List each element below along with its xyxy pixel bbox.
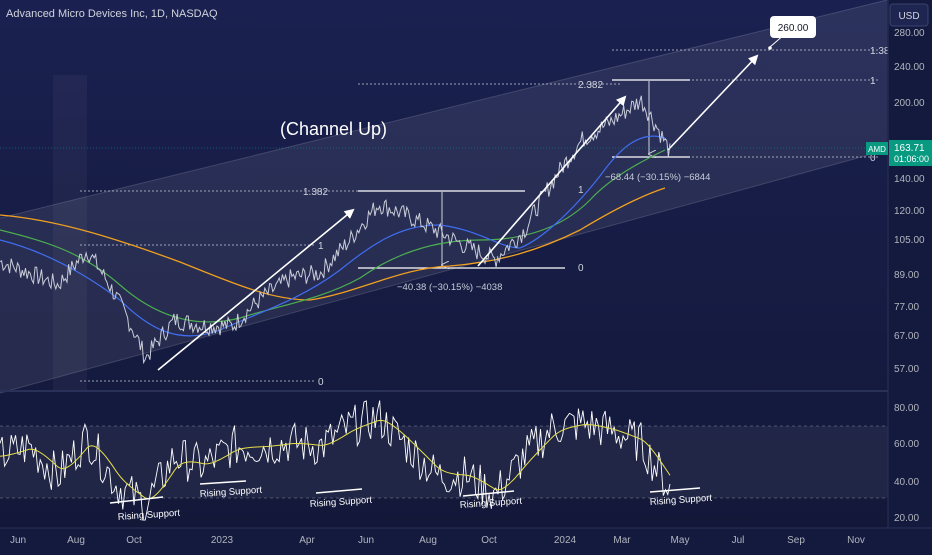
- rising-support-label: Rising Support: [309, 495, 372, 510]
- price-tick-label: 105.00: [894, 235, 925, 246]
- currency-button[interactable]: [889, 3, 929, 27]
- time-tick-label: Sep: [787, 535, 805, 546]
- time-tick-label: Jun: [358, 535, 374, 546]
- fib-left-1382: 1.382: [303, 187, 328, 198]
- fib-mid-1: 1: [578, 185, 584, 196]
- time-tick-label: Jun: [10, 535, 26, 546]
- measure-label-1: −40.38 (−30.15%) −4038: [397, 282, 502, 293]
- rsi-tick-label: 40.00: [894, 477, 919, 488]
- price-tick-label: 67.00: [894, 331, 919, 342]
- time-tick-label: Nov: [847, 535, 865, 546]
- price-tick-label: 240.00: [894, 62, 925, 73]
- currency-label: USD: [898, 11, 919, 22]
- symbol-badge: [866, 142, 888, 155]
- time-tick-label: Jul: [732, 535, 745, 546]
- time-tick-label: 2023: [211, 535, 234, 546]
- symbol-label: AMD: [868, 145, 886, 154]
- channel-label: (Channel Up): [280, 119, 387, 139]
- price-tick-label: 140.00: [894, 174, 925, 185]
- rising-support-label: Rising Support: [459, 496, 522, 511]
- price-axis-bg: [888, 0, 932, 550]
- ma-blue-line: [0, 135, 666, 337]
- channel-upper-line: [0, 0, 888, 219]
- fib-mid-0: 0: [578, 263, 584, 274]
- price-tick-label: 77.00: [894, 302, 919, 313]
- rsi-tick-label: 60.00: [894, 439, 919, 450]
- rising-support-label: Rising Support: [117, 508, 180, 523]
- rising-support-label: Rising Support: [199, 485, 262, 500]
- target-callout-box: [770, 16, 816, 38]
- price-tick-label: 280.00: [894, 28, 925, 39]
- shaded-region: [53, 75, 87, 390]
- rsi-tick-label: 80.00: [894, 403, 919, 414]
- rising-support-lines: [109, 480, 701, 504]
- time-axis[interactable]: Jun Aug Oct 2023 Apr Jun Aug Oct 2024 Mar May Jul Se…: [10, 535, 865, 546]
- ma-orange-line: [0, 187, 666, 301]
- fib-right-0: 0: [870, 153, 876, 164]
- channel-up-band: [0, 0, 887, 393]
- price-series-line: [0, 95, 671, 365]
- time-tick-label: May: [671, 535, 690, 546]
- fib-left-1: 1: [318, 241, 324, 252]
- last-price-badge: [889, 140, 932, 166]
- price-tick-label: 57.00: [894, 364, 919, 375]
- price-tick-label: 120.00: [894, 206, 925, 217]
- target-label: 260.00: [778, 23, 809, 34]
- ma-green-line: [0, 149, 666, 323]
- rsi-axis[interactable]: 80.00 60.00 40.00 20.00: [894, 403, 919, 524]
- time-tick-label: 2024: [554, 535, 577, 546]
- fib-mid-2382: 2.382: [578, 80, 603, 91]
- fib-right-1382: 1.382: [870, 46, 895, 57]
- rising-support-label: Rising Support: [649, 493, 712, 508]
- time-tick-label: Aug: [67, 535, 85, 546]
- fib-left-0: 0: [318, 377, 324, 388]
- target-dot: [768, 46, 772, 50]
- measure-label-2: −68.44 (−30.15%) −6844: [605, 172, 710, 183]
- price-axis[interactable]: 280.00 240.00 200.00 140.00 120.00 105.00 89.0…: [894, 28, 925, 375]
- time-tick-label: Oct: [126, 535, 142, 546]
- last-price-value: 163.71: [894, 143, 925, 154]
- time-axis-bg: [0, 528, 932, 550]
- price-tick-label: 89.00: [894, 270, 919, 281]
- rising-support-labels: Rising Support Rising Support Rising Sup…: [117, 485, 712, 523]
- rsi-band: [0, 426, 888, 498]
- time-tick-label: Aug: [419, 535, 437, 546]
- fib-right-1: 1: [870, 76, 876, 87]
- time-tick-label: Oct: [481, 535, 497, 546]
- trend-arrows: [157, 54, 759, 371]
- channel-lower-line: [0, 149, 888, 394]
- chart-title: Advanced Micro Devices Inc, 1D, NASDAQ: [6, 8, 218, 20]
- time-tick-label: Apr: [299, 535, 315, 546]
- time-tick-label: Mar: [613, 535, 631, 546]
- rsi-ma-line: [0, 419, 671, 500]
- last-price-countdown: 01:06:00: [894, 154, 929, 164]
- rsi-tick-label: 20.00: [894, 513, 919, 524]
- price-tick-label: 200.00: [894, 98, 925, 109]
- rsi-line: [0, 400, 671, 521]
